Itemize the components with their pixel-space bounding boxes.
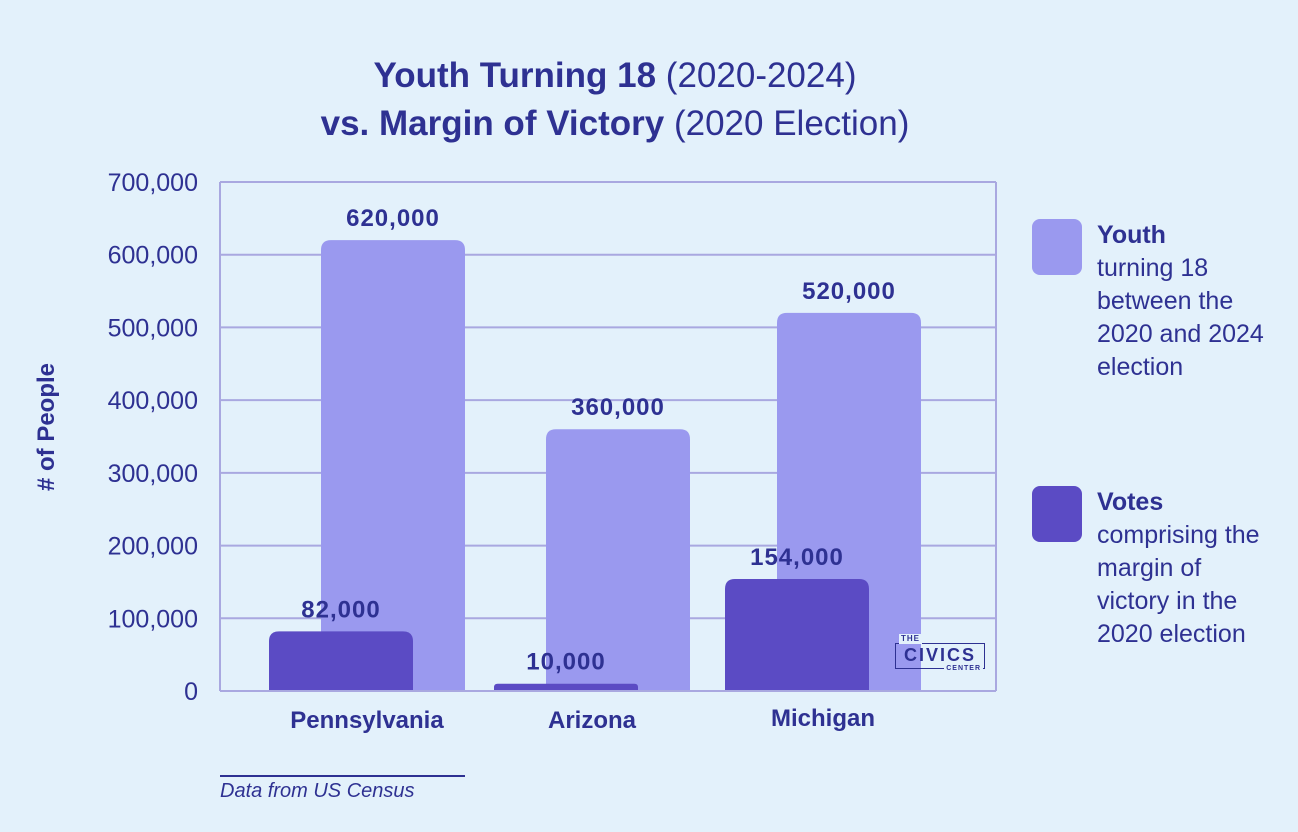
footer-divider [220,775,465,777]
y-tick-label-7: 700,000 [108,169,198,197]
title-line-1: Youth Turning 18 (2020-2024) [0,52,1230,100]
logo-top-text: THE [899,634,922,644]
y-tick-label-5: 500,000 [108,314,198,342]
y-tick-label-3: 300,000 [108,460,198,488]
y-tick-label-2: 200,000 [108,533,198,561]
title-line-2-bold: vs. Margin of Victory [320,104,665,143]
data-label-youth-michigan: 520,000 [802,278,896,305]
bar-youth-arizona [546,429,690,691]
x-tick-label-michigan: Michigan [771,705,875,732]
title-line-1-bold: Youth Turning 18 [373,56,657,95]
data-label-votes-michigan: 154,000 [750,544,844,571]
title-line-2-light: (2020 Election) [673,104,910,143]
logo-frame [895,643,985,669]
y-tick-label-6: 600,000 [108,242,198,270]
y-tick-label-4: 400,000 [108,387,198,415]
logo-bottom-text: CENTER [944,665,983,673]
x-tick-label-arizona: Arizona [548,707,637,734]
legend-text-youth: Youth turning 18 between the 2020 and 20… [1097,219,1272,384]
legend-votes-text: comprising the margin of victory in the … [1097,521,1260,648]
y-tick-label-1: 100,000 [108,605,198,633]
title-line-1-light: (2020-2024) [665,56,857,95]
legend-votes-bold: Votes [1097,488,1164,516]
legend-swatch-youth [1032,219,1082,275]
data-label-youth-pennsylvania: 620,000 [346,205,440,232]
chart-title: Youth Turning 18 (2020-2024) vs. Margin … [0,52,1230,148]
civics-center-logo: THE CIVICS CENTER [895,634,987,673]
data-label-votes-pennsylvania: 82,000 [301,596,380,623]
bar-youth-pennsylvania [321,240,465,691]
source-note: Data from US Census [220,780,415,802]
legend-swatch-votes [1032,486,1082,542]
data-label-votes-arizona: 10,000 [526,649,605,676]
legend-youth-text: turning 18 between the 2020 and 2024 ele… [1097,254,1264,381]
y-axis-label: # of People [33,363,60,491]
bar-votes-arizona [494,683,638,691]
bar-votes-michigan [725,579,869,691]
x-tick-label-pennsylvania: Pennsylvania [290,707,444,734]
bar-votes-pennsylvania [269,631,413,691]
data-label-youth-arizona: 360,000 [571,394,665,421]
legend-text-votes: Votes comprising the margin of victory i… [1097,486,1272,651]
y-tick-label-0: 0 [184,678,198,706]
legend-youth-bold: Youth [1097,221,1166,249]
logo-main-text: CIVICS [903,645,976,665]
title-line-2: vs. Margin of Victory (2020 Election) [0,100,1230,148]
